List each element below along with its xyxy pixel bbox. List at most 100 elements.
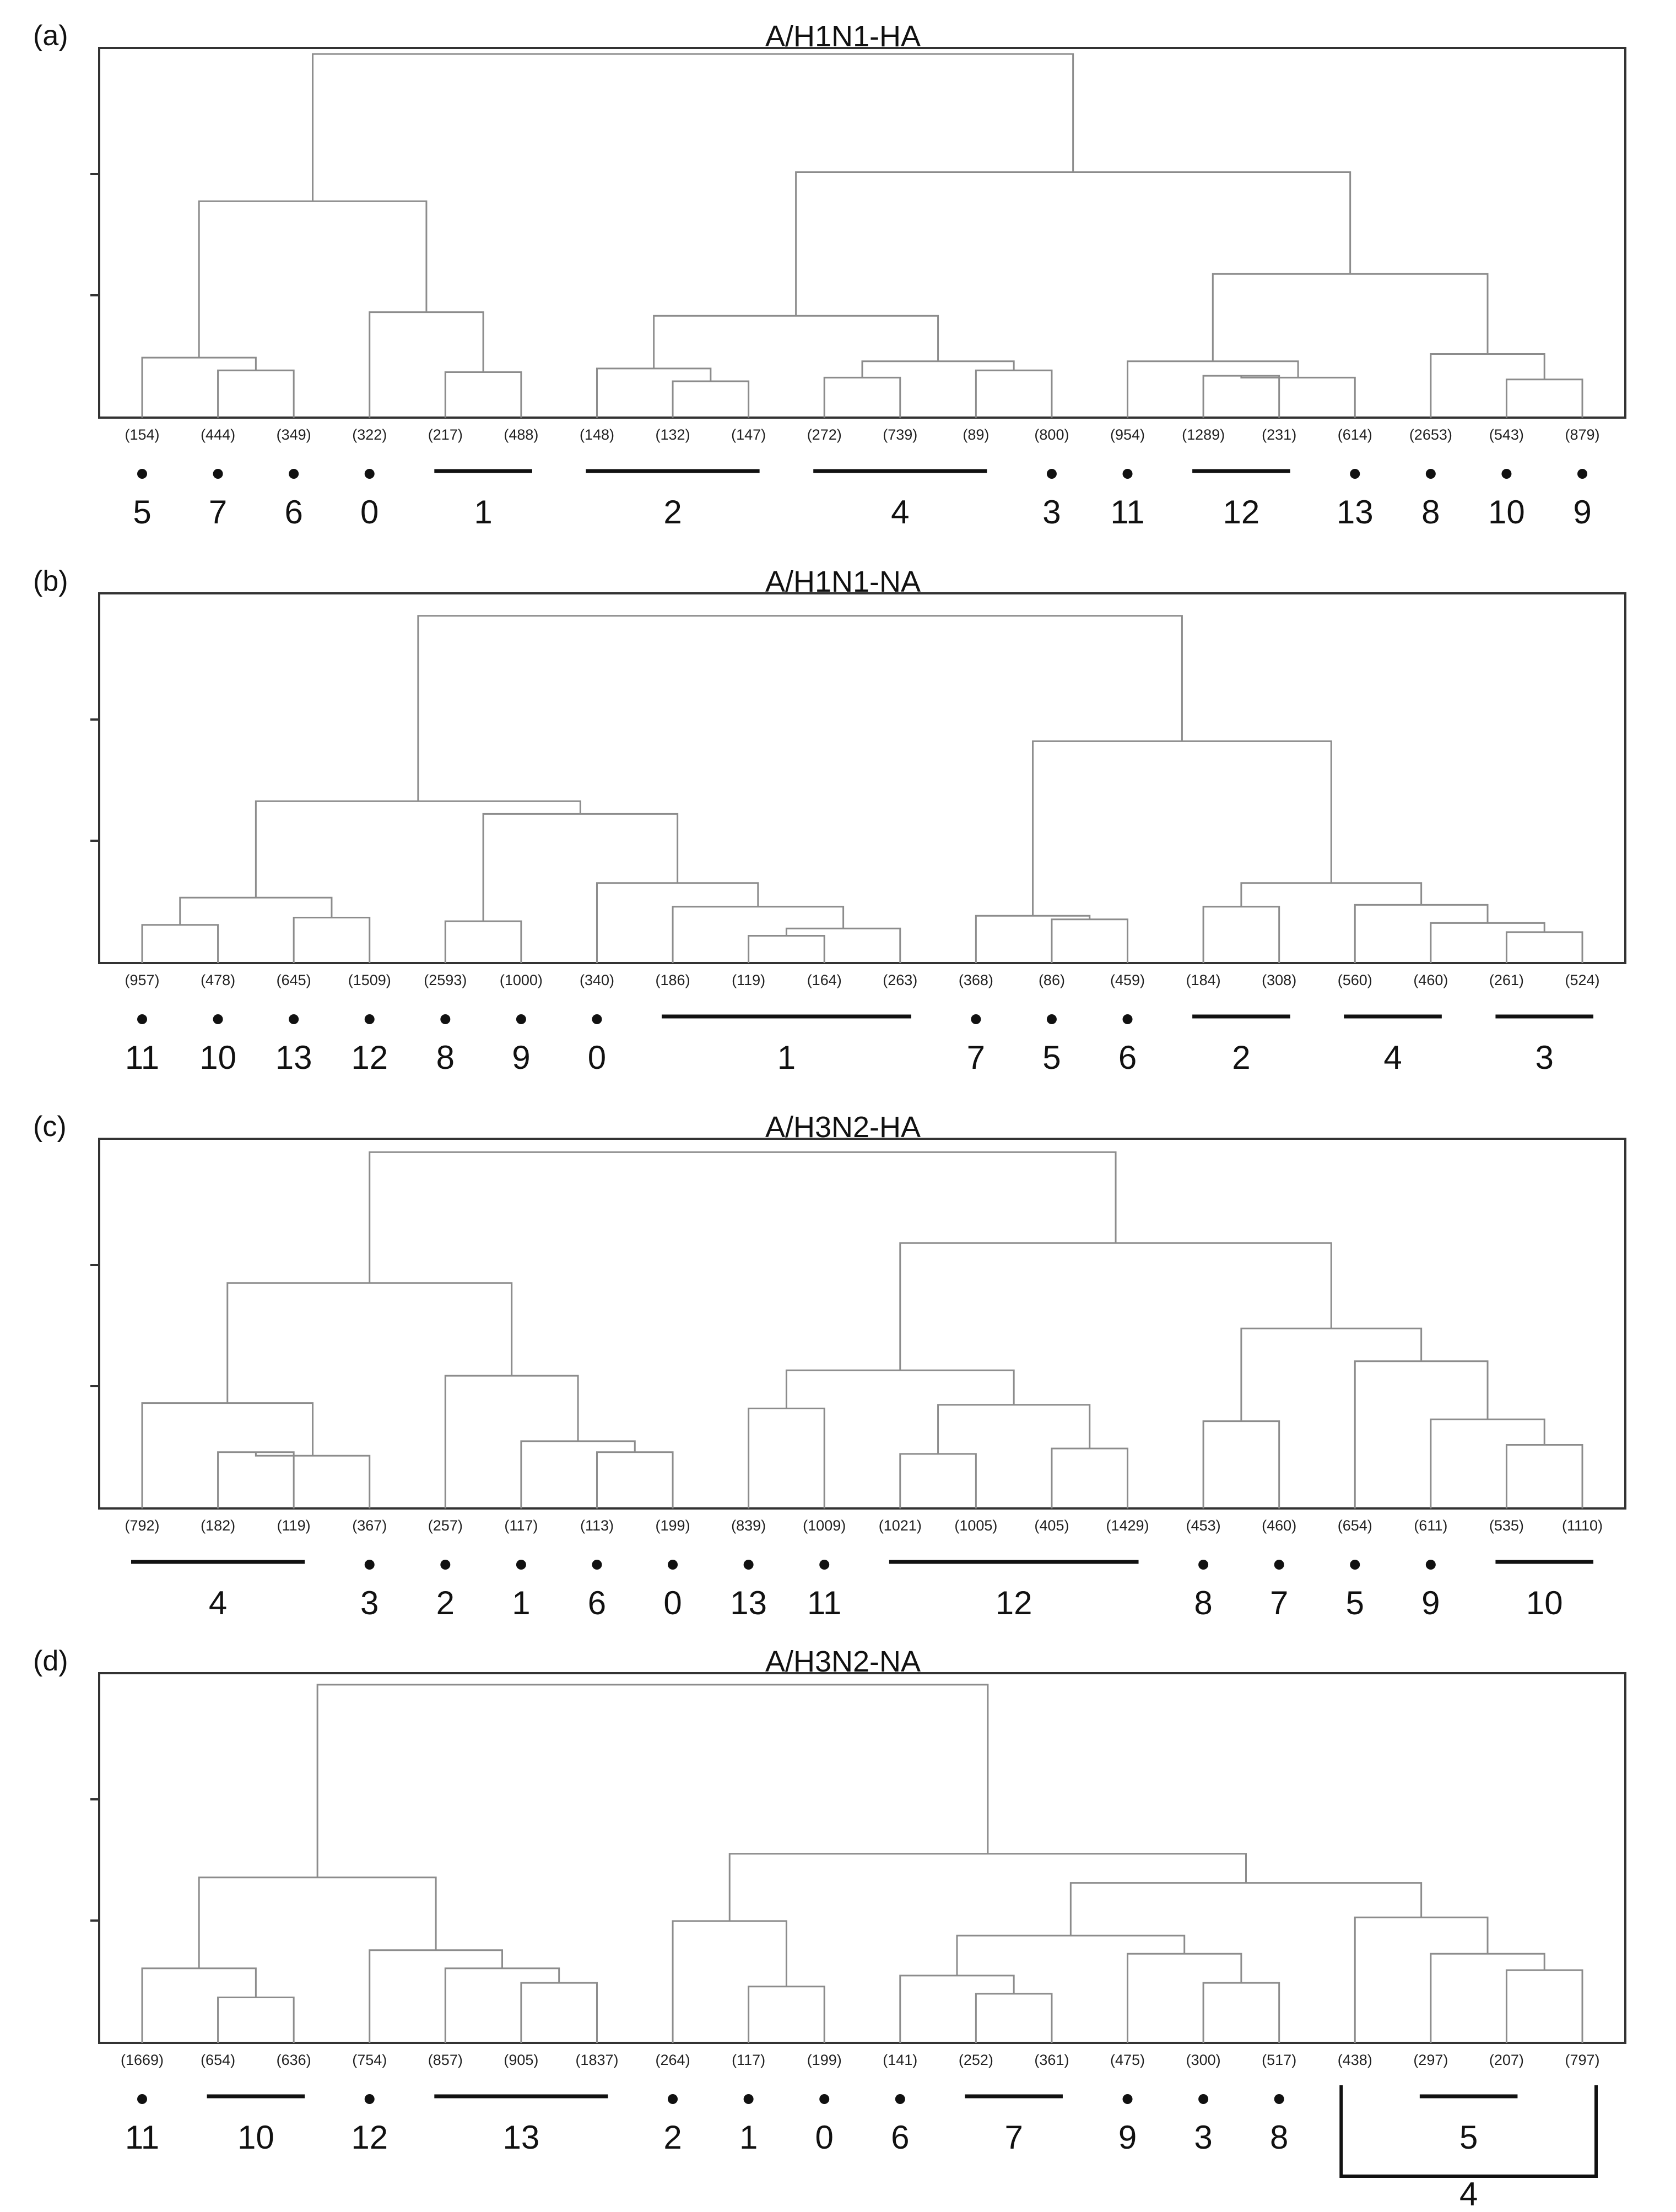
panel-label: (d)	[33, 1645, 68, 1677]
leaf-count-label: (199)	[807, 2052, 842, 2068]
leaf-count-label: (2653)	[1409, 426, 1452, 443]
cluster-dot-marker	[592, 1014, 602, 1024]
cluster-label: 13	[1337, 494, 1374, 531]
leaf-count-label: (475)	[1110, 2052, 1145, 2068]
leaf-count-label: (444)	[201, 426, 235, 443]
dendrogram-link	[596, 1451, 674, 1508]
cluster-label: 9	[1421, 1584, 1440, 1621]
leaf-count-label: (119)	[732, 972, 765, 988]
leaf-count-label: (117)	[504, 1517, 538, 1534]
cluster-label: 12	[351, 1039, 388, 1076]
leaf-count-label: (800)	[1034, 426, 1069, 443]
leaf-count-label: (119)	[277, 1517, 311, 1534]
leaf-count-label: (611)	[1414, 1517, 1447, 1534]
dendrogram-link	[1202, 1982, 1280, 2043]
cluster-dot-marker	[1425, 1560, 1436, 1570]
panel-label: (b)	[33, 565, 68, 597]
dendrogram-link	[672, 380, 750, 418]
plot-frame	[98, 47, 1626, 419]
leaf-count-label: (654)	[201, 2052, 235, 2068]
dendrogram-link	[1051, 918, 1129, 963]
leaf-count-label: (438)	[1338, 2052, 1372, 2068]
leaf-count-label: (132)	[656, 426, 690, 443]
cluster-dot-marker	[516, 1560, 526, 1570]
dendrogram-link	[369, 1151, 1117, 1283]
leaf-count-label: (1000)	[500, 972, 543, 988]
cluster-dot-marker	[668, 2094, 678, 2104]
dendrogram-link	[444, 371, 522, 418]
dendrogram-link	[198, 1876, 437, 1968]
leaf-count-label: (261)	[1489, 972, 1524, 988]
leaf-count-label: (560)	[1338, 972, 1372, 988]
cluster-label: 0	[815, 2119, 834, 2156]
dendrogram-link	[1430, 1418, 1545, 1508]
cluster-dot-marker	[1122, 2094, 1133, 2104]
leaf-count-label: (86)	[1039, 972, 1065, 988]
cluster-label: 9	[1118, 2119, 1137, 2156]
dendrogram-link	[226, 1282, 513, 1403]
cluster-label: 2	[436, 1584, 455, 1621]
leaf-count-label: (957)	[125, 972, 159, 988]
dendrogram-link	[141, 924, 219, 963]
dendrogram-link	[255, 1452, 371, 1508]
cluster-label: 1	[739, 2119, 758, 2156]
cluster-label: 4	[209, 1584, 227, 1621]
cluster-label: 13	[503, 2119, 540, 2156]
dendrogram-link	[728, 1853, 1247, 1921]
dendrogram-link	[198, 200, 428, 358]
leaf-count-label: (543)	[1489, 426, 1524, 443]
leaf-count-label: (184)	[1186, 972, 1221, 988]
dendrogram-link	[899, 1975, 1015, 2043]
leaf-count-label: (1009)	[803, 1517, 846, 1534]
dendrogram-link	[141, 356, 257, 418]
leaf-count-label: (453)	[1186, 1517, 1221, 1534]
dendrogram-link	[1430, 922, 1545, 963]
cluster-label: 5	[133, 494, 151, 531]
leaf-count-label: (231)	[1262, 426, 1296, 443]
cluster-label: 11	[1110, 494, 1144, 531]
leaf-count-label: (405)	[1034, 1517, 1069, 1534]
cluster-dot-marker	[137, 2094, 147, 2104]
cluster-dot-marker	[516, 1014, 526, 1024]
dendrogram-link	[1212, 273, 1489, 361]
dendrogram-link	[899, 1453, 977, 1508]
dendrogram-link	[975, 1993, 1053, 2043]
cluster-label: 12	[351, 2119, 388, 2156]
dendrogram-link	[748, 1408, 825, 1508]
dendrogram-link	[1069, 1882, 1423, 1936]
leaf-count-label: (308)	[1262, 972, 1296, 988]
leaf-count-label: (478)	[201, 972, 235, 988]
dendrogram-link	[1430, 353, 1545, 418]
cluster-label: 4	[891, 494, 909, 531]
leaf-count-label: (954)	[1110, 426, 1145, 443]
cluster-label: 2	[1232, 1039, 1250, 1076]
dendrogram-link	[482, 813, 679, 922]
cluster-dot-marker	[440, 1014, 451, 1024]
dendrogram-link	[417, 615, 1183, 802]
cluster-label: 13	[275, 1039, 312, 1076]
leaf-count-label: (264)	[656, 2052, 690, 2068]
leaf-count-label: (89)	[963, 426, 989, 443]
dendrogram-link	[795, 171, 1351, 316]
cluster-label: 13	[730, 1584, 767, 1621]
cluster-label: 5	[1042, 1039, 1061, 1076]
cluster-dot-marker	[1501, 469, 1512, 479]
cluster-dot-marker	[137, 469, 147, 479]
dendrogram-link	[1505, 931, 1583, 963]
cluster-label: 9	[1573, 494, 1591, 531]
cluster-dot-marker	[289, 1014, 299, 1024]
leaf-count-label: (517)	[1262, 2052, 1296, 2068]
cluster-label: 5	[1459, 2119, 1478, 2156]
cluster-label: 4	[1459, 2176, 1478, 2212]
dendrogram-link	[785, 927, 901, 963]
dendrogram-link	[1354, 1916, 1489, 2043]
dendrogram-panel: (d) A/H3N2-NA(1669) (654) (636) (754) (857) (9…	[33, 1645, 1626, 2212]
dendrogram-link	[1505, 1969, 1583, 2043]
cluster-label: 10	[237, 2119, 274, 2156]
cluster-label: 10	[1488, 494, 1525, 531]
cluster-dot-marker	[1274, 1560, 1284, 1570]
cluster-dot-marker	[1198, 2094, 1209, 2104]
leaf-count-label: (459)	[1110, 972, 1145, 988]
leaf-count-label: (257)	[428, 1517, 463, 1534]
